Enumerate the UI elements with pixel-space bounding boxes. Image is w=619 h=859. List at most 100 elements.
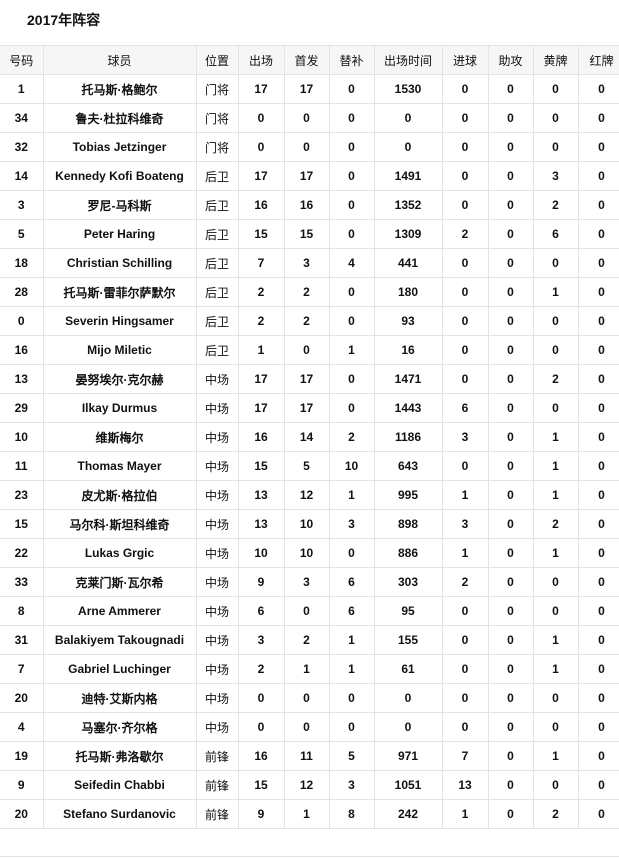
cell-minutes: 1051 (373, 770, 443, 800)
cell-red-cards: 0 (577, 741, 619, 771)
cell-red-cards: 0 (577, 451, 619, 481)
cell-assists: 0 (487, 161, 534, 191)
cell-subs: 0 (328, 277, 375, 307)
table-row: 20 Stefano Surdanovic 前锋 9 1 8 242 1 0 2 0 (0, 799, 619, 829)
cell-number: 20 (0, 799, 44, 829)
cell-appearances: 2 (237, 654, 285, 684)
table-row: 29 Ilkay Durmus 中场 17 17 0 1443 6 0 0 0 (0, 393, 619, 423)
page-title: 2017年阵容 (27, 12, 101, 28)
cell-position: 中场 (195, 625, 239, 655)
cell-goals: 0 (441, 248, 489, 278)
cell-minutes: 643 (373, 451, 443, 481)
cell-starts: 17 (283, 393, 330, 423)
cell-player: Lukas Grgic (42, 538, 197, 568)
cell-minutes: 95 (373, 596, 443, 626)
cell-minutes: 1352 (373, 190, 443, 220)
table-row: 1 托马斯·格鲍尔 门将 17 17 0 1530 0 0 0 0 (0, 74, 619, 104)
cell-goals: 0 (441, 103, 489, 133)
cell-goals: 0 (441, 596, 489, 626)
cell-player: 托马斯·弗洛歇尔 (42, 741, 197, 771)
cell-red-cards: 0 (577, 596, 619, 626)
cell-red-cards: 0 (577, 567, 619, 597)
cell-starts: 10 (283, 538, 330, 568)
divider (0, 856, 619, 857)
cell-minutes: 1530 (373, 74, 443, 104)
cell-position: 后卫 (195, 248, 239, 278)
cell-position: 中场 (195, 364, 239, 394)
table-header-row: 号码 球员 位置 出场 首发 替补 出场时间 进球 助攻 黄牌 红牌 (0, 45, 619, 75)
cell-position: 前锋 (195, 741, 239, 771)
cell-yellow-cards: 1 (532, 422, 579, 452)
cell-red-cards: 0 (577, 161, 619, 191)
cell-player: 晏努埃尔·克尔赫 (42, 364, 197, 394)
cell-assists: 0 (487, 393, 534, 423)
cell-subs: 1 (328, 480, 375, 510)
cell-appearances: 10 (237, 538, 285, 568)
cell-position: 后卫 (195, 161, 239, 191)
cell-player: 托马斯·雷菲尔萨默尔 (42, 277, 197, 307)
cell-player: 维斯梅尔 (42, 422, 197, 452)
cell-goals: 0 (441, 306, 489, 336)
cell-goals: 0 (441, 451, 489, 481)
cell-goals: 1 (441, 480, 489, 510)
cell-subs: 0 (328, 393, 375, 423)
column-header-starts: 首发 (283, 45, 330, 75)
cell-assists: 0 (487, 277, 534, 307)
cell-appearances: 15 (237, 770, 285, 800)
cell-assists: 0 (487, 335, 534, 365)
cell-number: 5 (0, 219, 44, 249)
cell-starts: 11 (283, 741, 330, 771)
cell-subs: 0 (328, 103, 375, 133)
squad-table: 号码 球员 位置 出场 首发 替补 出场时间 进球 助攻 黄牌 红牌 1 托马斯·格鲍尔 门将 17 17 0… (0, 45, 619, 829)
column-header-position: 位置 (195, 45, 239, 75)
cell-yellow-cards: 0 (532, 683, 579, 713)
table-row: 15 马尔科·斯坦科维奇 中场 13 10 3 898 3 0 2 0 (0, 509, 619, 539)
cell-yellow-cards: 2 (532, 190, 579, 220)
cell-yellow-cards: 1 (532, 741, 579, 771)
cell-subs: 0 (328, 538, 375, 568)
column-header-red-cards: 红牌 (577, 45, 619, 75)
table-row: 4 马塞尔·齐尔格 中场 0 0 0 0 0 0 0 0 (0, 712, 619, 742)
cell-number: 10 (0, 422, 44, 452)
cell-number: 11 (0, 451, 44, 481)
cell-goals: 0 (441, 654, 489, 684)
cell-number: 31 (0, 625, 44, 655)
cell-minutes: 93 (373, 306, 443, 336)
cell-player: 迪特·艾斯内格 (42, 683, 197, 713)
cell-number: 20 (0, 683, 44, 713)
cell-assists: 0 (487, 103, 534, 133)
cell-position: 后卫 (195, 277, 239, 307)
cell-position: 中场 (195, 451, 239, 481)
table-row: 22 Lukas Grgic 中场 10 10 0 886 1 0 1 0 (0, 538, 619, 568)
cell-goals: 7 (441, 741, 489, 771)
cell-player: Christian Schilling (42, 248, 197, 278)
cell-yellow-cards: 1 (532, 654, 579, 684)
cell-subs: 0 (328, 306, 375, 336)
cell-minutes: 16 (373, 335, 443, 365)
cell-player: Mijo Miletic (42, 335, 197, 365)
cell-appearances: 17 (237, 364, 285, 394)
cell-yellow-cards: 0 (532, 103, 579, 133)
table-row: 31 Balakiyem Takougnadi 中场 3 2 1 155 0 0 1 0 (0, 625, 619, 655)
cell-number: 22 (0, 538, 44, 568)
column-header-subs: 替补 (328, 45, 375, 75)
table-row: 28 托马斯·雷菲尔萨默尔 后卫 2 2 0 180 0 0 1 0 (0, 277, 619, 307)
cell-subs: 4 (328, 248, 375, 278)
table-row: 32 Tobias Jetzinger 门将 0 0 0 0 0 0 0 0 (0, 132, 619, 162)
cell-position: 中场 (195, 509, 239, 539)
cell-player: 马尔科·斯坦科维奇 (42, 509, 197, 539)
cell-player: Stefano Surdanovic (42, 799, 197, 829)
cell-red-cards: 0 (577, 103, 619, 133)
cell-number: 7 (0, 654, 44, 684)
cell-red-cards: 0 (577, 712, 619, 742)
cell-number: 19 (0, 741, 44, 771)
cell-yellow-cards: 0 (532, 132, 579, 162)
cell-red-cards: 0 (577, 480, 619, 510)
cell-number: 33 (0, 567, 44, 597)
cell-subs: 0 (328, 161, 375, 191)
cell-player: Severin Hingsamer (42, 306, 197, 336)
cell-subs: 8 (328, 799, 375, 829)
cell-number: 3 (0, 190, 44, 220)
cell-goals: 2 (441, 219, 489, 249)
cell-player: Thomas Mayer (42, 451, 197, 481)
